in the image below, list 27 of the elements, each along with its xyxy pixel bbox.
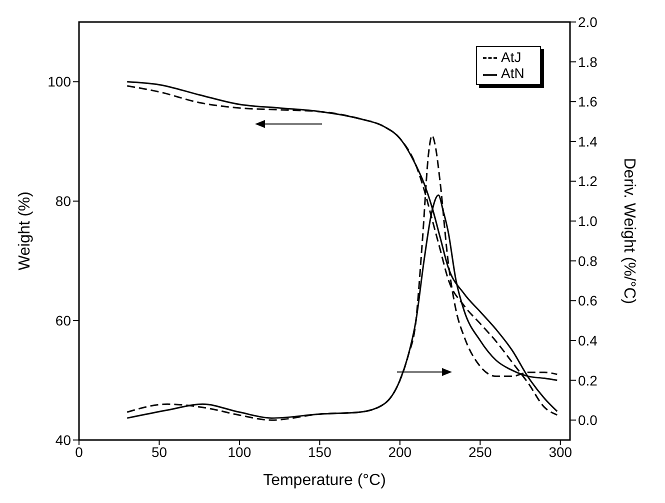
x-tick-label: 100: [228, 444, 252, 460]
x-tick-label: 300: [548, 444, 572, 460]
legend-label: AtJ: [501, 49, 522, 65]
x-tick-label: 150: [308, 444, 332, 460]
y2-tick-label: 0.6: [578, 292, 598, 309]
y2-tick-label: 0.4: [578, 332, 598, 348]
x-tick-label: 50: [151, 444, 168, 460]
x-axis-title: Temperature (°C): [263, 472, 386, 489]
x-tick-label: 250: [468, 444, 492, 460]
y-tick-label: 100: [48, 74, 72, 90]
y2-tick-label: 1.4: [578, 133, 598, 150]
x-tick-label: 200: [388, 444, 412, 460]
y2-tick-label: 1.8: [578, 54, 598, 70]
y2-tick-label: 0.2: [578, 372, 598, 388]
y-axis-title: Weight (%): [16, 192, 34, 270]
y2-tick-label: 1.0: [578, 213, 598, 230]
y2-tick-label: 1.6: [578, 94, 598, 110]
legend-label: AtN: [501, 65, 524, 82]
y-tick-label: 80: [55, 193, 72, 210]
y2-tick-label: 0.0: [578, 412, 598, 428]
y-tick-label: 40: [55, 432, 72, 448]
y2-tick-label: 2.0: [578, 14, 598, 30]
y2-axis-title: Deriv. Weight (%/°C): [620, 158, 638, 304]
y2-tick-label: 0.8: [578, 252, 598, 269]
y-tick-label: 60: [55, 312, 72, 329]
x-tick-label: 0: [75, 444, 84, 460]
y2-tick-label: 1.2: [578, 173, 598, 190]
